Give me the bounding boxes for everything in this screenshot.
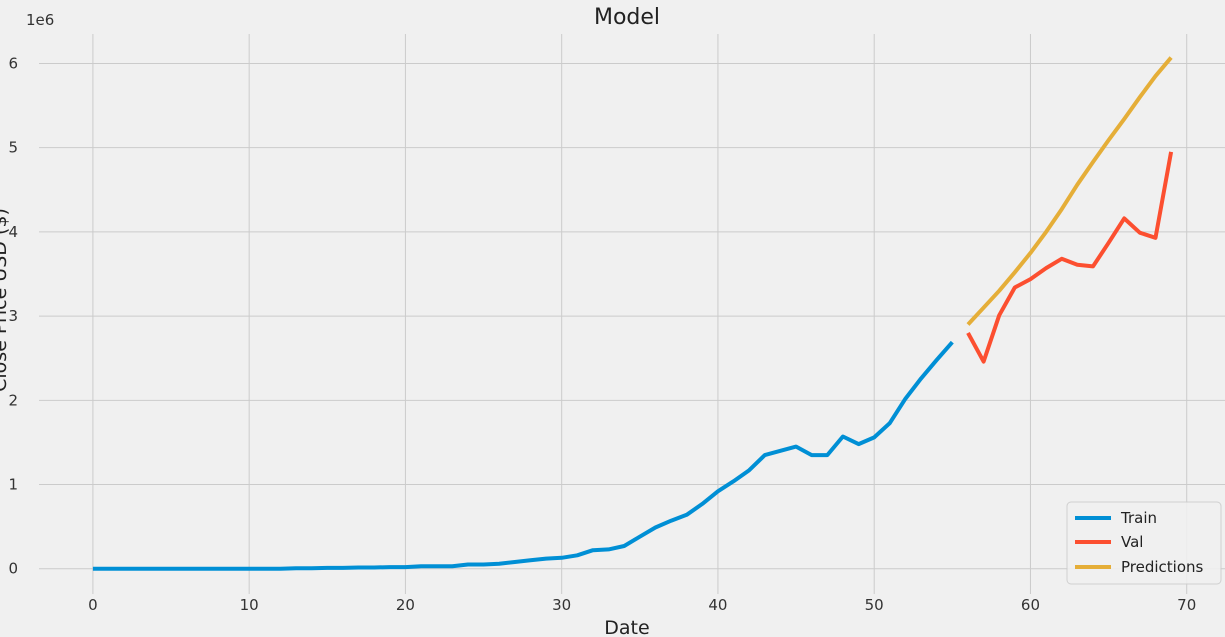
x-tick-label: 60 bbox=[1021, 596, 1040, 614]
y-tick-label: 2 bbox=[8, 391, 18, 409]
grid bbox=[39, 34, 1225, 594]
series-lines bbox=[92, 56, 1174, 571]
x-tick-label: 70 bbox=[1177, 596, 1196, 614]
y-tick-label: 5 bbox=[8, 139, 18, 157]
x-tick-label: 0 bbox=[88, 596, 98, 614]
chart-title: Model bbox=[594, 5, 660, 30]
y-tick-label: 1 bbox=[8, 476, 18, 494]
legend-box bbox=[1066, 501, 1222, 585]
x-tick-label: 40 bbox=[708, 596, 727, 614]
x-tick-label: 30 bbox=[552, 596, 571, 614]
y-axis-label: Close Price USD ($) bbox=[0, 208, 11, 392]
series-line-train bbox=[92, 340, 954, 571]
x-tick-label: 20 bbox=[396, 596, 415, 614]
y-tick-label: 0 bbox=[8, 560, 18, 578]
series-line-predictions bbox=[966, 56, 1173, 326]
y-tick-label: 6 bbox=[8, 54, 18, 72]
x-tick-label: 10 bbox=[240, 596, 259, 614]
legend: Train Val Predictions bbox=[1066, 501, 1222, 585]
series-line-val bbox=[966, 151, 1174, 364]
tick-labels: 0 10 20 30 40 50 60 70 0 1 2 3 4 5 6 bbox=[8, 54, 1196, 614]
legend-label-predictions: Predictions bbox=[1121, 558, 1204, 576]
x-tick-label: 50 bbox=[865, 596, 884, 614]
y-tick-label: 4 bbox=[8, 223, 18, 241]
y-tick-label: 3 bbox=[8, 307, 18, 325]
legend-label-train: Train bbox=[1120, 509, 1157, 527]
legend-label-val: Val bbox=[1121, 533, 1143, 551]
y-offset-label: 1e6 bbox=[26, 11, 54, 29]
x-axis-label: Date bbox=[604, 617, 649, 637]
